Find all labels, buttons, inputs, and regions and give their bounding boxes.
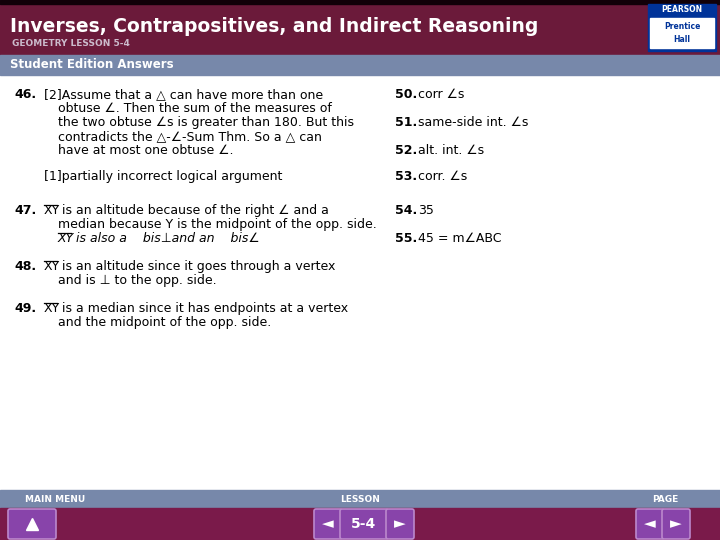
- Text: XY: XY: [58, 232, 74, 245]
- Text: is an altitude since it goes through a vertex: is an altitude since it goes through a v…: [58, 260, 336, 273]
- Text: 54.: 54.: [395, 204, 418, 217]
- Text: ◄: ◄: [644, 516, 656, 531]
- Text: 47.: 47.: [14, 204, 36, 217]
- Bar: [0, 490, 720, 508]
- Text: [1]partially incorrect logical argument: [1]partially incorrect logical argument: [44, 170, 282, 183]
- Text: and the midpoint of the opp. side.: and the midpoint of the opp. side.: [58, 316, 271, 329]
- Text: Student Edition Answers: Student Edition Answers: [10, 58, 174, 71]
- FancyBboxPatch shape: [662, 509, 690, 539]
- Text: PEARSON: PEARSON: [662, 5, 703, 15]
- FancyBboxPatch shape: [340, 509, 388, 539]
- Text: XY: XY: [44, 204, 60, 217]
- Text: median because Y is the midpoint of the opp. side.: median because Y is the midpoint of the …: [58, 218, 377, 231]
- Text: 50.: 50.: [395, 88, 418, 101]
- Text: 53.: 53.: [395, 170, 417, 183]
- Bar: [648, 4, 716, 51]
- FancyBboxPatch shape: [636, 509, 664, 539]
- FancyBboxPatch shape: [8, 509, 56, 539]
- Text: alt. int. ∠s: alt. int. ∠s: [418, 144, 484, 157]
- Text: PAGE: PAGE: [652, 495, 678, 503]
- Text: MAIN MENU: MAIN MENU: [25, 495, 85, 503]
- Text: is a median since it has endpoints at a vertex: is a median since it has endpoints at a …: [58, 302, 348, 315]
- Text: XY: XY: [44, 260, 60, 273]
- Text: the two obtuse ∠s is greater than 180. But this: the two obtuse ∠s is greater than 180. B…: [58, 116, 354, 129]
- Bar: [650, 18, 714, 48]
- Text: is an altitude because of the right ∠ and a: is an altitude because of the right ∠ an…: [58, 204, 329, 217]
- Text: 5-4: 5-4: [351, 517, 377, 531]
- Bar: [0, 55, 720, 75]
- Text: 52.: 52.: [395, 144, 418, 157]
- Text: is also a    bis⊥and an    bis∠: is also a bis⊥and an bis∠: [72, 232, 260, 245]
- Text: 46.: 46.: [14, 88, 36, 101]
- Text: XY: XY: [44, 302, 60, 315]
- Text: 51.: 51.: [395, 116, 418, 129]
- Bar: [0, 0, 720, 55]
- Bar: [0, 75, 720, 490]
- Text: Inverses, Contrapositives, and Indirect Reasoning: Inverses, Contrapositives, and Indirect …: [10, 17, 539, 36]
- Text: corr. ∠s: corr. ∠s: [418, 170, 467, 183]
- Text: 49.: 49.: [14, 302, 36, 315]
- Text: Prentice
Hall: Prentice Hall: [664, 22, 700, 44]
- Text: ◄: ◄: [322, 516, 334, 531]
- Bar: [0, 508, 720, 540]
- Text: contradicts the △-∠-Sum Thm. So a △ can: contradicts the △-∠-Sum Thm. So a △ can: [58, 130, 322, 143]
- FancyBboxPatch shape: [386, 509, 414, 539]
- Text: [2]Assume that a △ can have more than one: [2]Assume that a △ can have more than on…: [44, 88, 323, 101]
- FancyBboxPatch shape: [314, 509, 342, 539]
- Text: 55.: 55.: [395, 232, 418, 245]
- Text: have at most one obtuse ∠.: have at most one obtuse ∠.: [58, 144, 233, 157]
- Text: 35: 35: [418, 204, 434, 217]
- Text: GEOMETRY LESSON 5-4: GEOMETRY LESSON 5-4: [12, 39, 130, 49]
- Text: ►: ►: [670, 516, 682, 531]
- Bar: [0, 0, 720, 4]
- Text: corr ∠s: corr ∠s: [418, 88, 464, 101]
- Text: same-side int. ∠s: same-side int. ∠s: [418, 116, 528, 129]
- Text: LESSON: LESSON: [340, 495, 380, 503]
- Text: ►: ►: [394, 516, 406, 531]
- Text: obtuse ∠. Then the sum of the measures of: obtuse ∠. Then the sum of the measures o…: [58, 102, 332, 115]
- Text: 45 = m∠ABC: 45 = m∠ABC: [418, 232, 502, 245]
- Text: 48.: 48.: [14, 260, 36, 273]
- Text: and is ⊥ to the opp. side.: and is ⊥ to the opp. side.: [58, 274, 217, 287]
